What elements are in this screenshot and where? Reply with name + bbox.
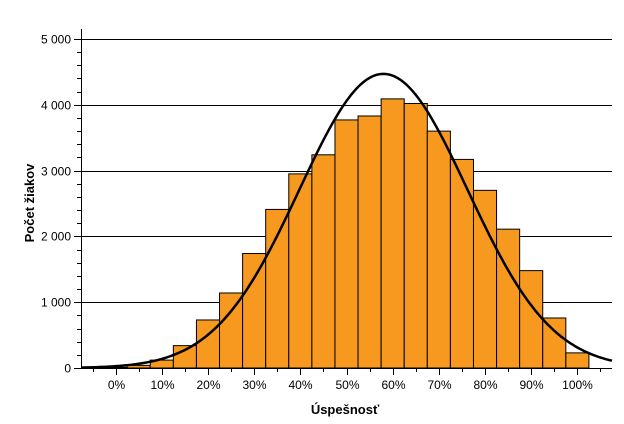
x-tick-label: 60% bbox=[381, 378, 405, 392]
histogram-bar bbox=[542, 317, 567, 369]
y-tick-label: 5 000 bbox=[41, 33, 71, 47]
y-axis-title: Počet žiakov bbox=[22, 163, 37, 243]
y-axis-ticks: 0 1 000 2 000 3 000 4 000 5 000 bbox=[41, 33, 81, 376]
axes bbox=[81, 29, 612, 369]
x-tick-label: 0% bbox=[108, 378, 126, 392]
x-tick-label: 50% bbox=[335, 378, 359, 392]
histogram-bar bbox=[334, 119, 359, 369]
histogram-bar bbox=[426, 130, 451, 369]
x-tick-label: 90% bbox=[519, 378, 543, 392]
y-tick-label: 1 000 bbox=[41, 296, 71, 310]
normal-curve bbox=[80, 72, 613, 369]
x-axis-ticks: 0% 10% 20% 30% 40% 50% 60% 70% 80% 90% 100% bbox=[93, 368, 601, 392]
normal-curve-group bbox=[80, 72, 613, 369]
y-tick-label: 3 000 bbox=[41, 165, 71, 179]
histogram-bar bbox=[449, 158, 474, 369]
histogram-bar bbox=[380, 98, 405, 369]
histogram-bar bbox=[242, 253, 267, 369]
x-tick-label: 70% bbox=[427, 378, 451, 392]
histogram-bar bbox=[496, 228, 521, 369]
histogram-bar bbox=[219, 292, 244, 369]
y-tick-label: 4 000 bbox=[41, 99, 71, 113]
x-axis-title: Úspešnosť bbox=[311, 402, 380, 417]
histogram-bar bbox=[519, 270, 544, 369]
x-tick-label: 30% bbox=[242, 378, 266, 392]
x-tick-label: 40% bbox=[288, 378, 312, 392]
x-tick-label: 80% bbox=[473, 378, 497, 392]
x-tick-label: 10% bbox=[150, 378, 174, 392]
x-tick-label: 100% bbox=[562, 378, 593, 392]
histogram-bar bbox=[565, 352, 590, 369]
histogram-bar bbox=[357, 115, 382, 369]
y-tick-label: 2 000 bbox=[41, 230, 71, 244]
histogram-bar bbox=[403, 102, 428, 369]
x-tick-label: 20% bbox=[196, 378, 220, 392]
histogram-bars bbox=[103, 98, 590, 369]
y-tick-label: 0 bbox=[64, 362, 71, 376]
histogram-bar bbox=[311, 154, 336, 369]
histogram-bar bbox=[472, 189, 498, 369]
